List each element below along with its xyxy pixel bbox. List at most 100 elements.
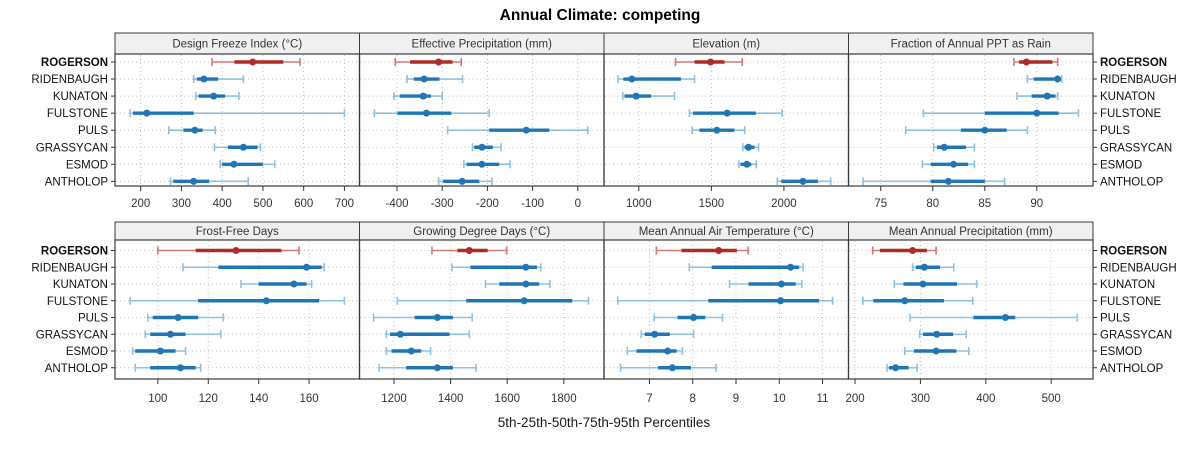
axis-tick-label: -300: [431, 198, 454, 210]
series-kunaton: [393, 92, 444, 101]
site-label-left: FULSTONE: [47, 108, 108, 120]
series-ridenbaugh: [406, 75, 464, 84]
series-rogerson: [157, 246, 300, 255]
series-puls: [653, 313, 724, 322]
median-dot: [230, 160, 238, 168]
median-dot: [200, 75, 208, 83]
site-label-left: RIDENBAUGH: [31, 74, 108, 86]
site-label-right: RIDENBAUGH: [1100, 74, 1177, 86]
median-dot: [166, 330, 174, 338]
series-rogerson: [655, 246, 749, 255]
axis-caption: 5th-25th-50th-75th-95th Percentiles: [497, 415, 711, 430]
series-rogerson: [211, 58, 301, 66]
series-rogerson: [394, 58, 462, 66]
series-esmod: [738, 160, 758, 169]
series-grassycan: [385, 330, 471, 339]
axis-tick-label: 80: [926, 198, 939, 210]
median-dot: [478, 160, 486, 168]
median-dot: [777, 280, 785, 288]
panel-border: [114, 53, 361, 187]
median-dot: [191, 126, 199, 134]
series-kunaton: [622, 92, 676, 101]
site-label-left: ROGERSON: [41, 57, 108, 69]
site-label-left: ANTHOLOP: [45, 176, 109, 188]
series-fulstone: [617, 296, 834, 305]
median-dot: [713, 126, 721, 134]
median-dot: [745, 143, 753, 151]
axis-tick-label: 100: [148, 393, 167, 405]
median-dot: [303, 263, 311, 271]
median-dot: [433, 364, 441, 372]
median-dot: [249, 58, 257, 66]
site-label-left: ANTHOLOP: [45, 363, 109, 375]
series-ridenbaugh: [451, 263, 542, 272]
series-antholop: [619, 363, 717, 372]
strip-title: Frost-Free Days: [196, 226, 279, 238]
site-label-right: ESMOD: [1100, 346, 1142, 358]
axis-tick-label: 700: [335, 198, 354, 210]
strip-title: Elevation (m): [692, 39, 760, 51]
series-puls: [691, 126, 746, 135]
series-esmod: [626, 347, 684, 355]
median-dot: [232, 247, 240, 254]
series-puls: [372, 313, 473, 322]
axis-tick-label: 500: [253, 198, 272, 210]
median-dot: [743, 160, 751, 168]
median-dot: [944, 177, 952, 185]
strip-title: Mean Annual Precipitation (mm): [889, 226, 1053, 238]
site-label-left: PULS: [78, 313, 108, 325]
series-antholop: [862, 177, 1006, 186]
median-dot: [909, 247, 917, 254]
site-label-right: ROGERSON: [1100, 246, 1167, 258]
median-dot: [787, 263, 795, 271]
chart-title: Annual Climate: competing: [499, 7, 701, 24]
axis-tick-label: -200: [476, 198, 499, 210]
site-label-right: ESMOD: [1100, 159, 1142, 171]
median-dot: [458, 177, 466, 185]
site-label-left: ESMOD: [66, 159, 108, 171]
median-dot: [143, 109, 151, 117]
series-grassycan: [144, 330, 222, 339]
panel-border: [847, 239, 1094, 380]
median-dot: [723, 109, 731, 117]
series-kunaton: [240, 280, 313, 288]
strip-title: Growing Degree Days (°C): [413, 226, 550, 238]
site-label-right: GRASSYCAN: [1100, 142, 1172, 154]
median-dot: [522, 263, 530, 271]
median-dot: [1043, 92, 1051, 100]
axis-tick-label: 2000: [771, 198, 797, 210]
series-kunaton: [484, 280, 551, 288]
series-kunaton: [1016, 92, 1059, 101]
median-dot: [465, 247, 473, 254]
axis-tick-label: 300: [911, 393, 930, 405]
site-label-right: RIDENBAUGH: [1100, 262, 1177, 274]
site-label-left: GRASSYCAN: [36, 329, 108, 341]
median-dot: [715, 247, 723, 254]
site-label-right: ANTHOLOP: [1100, 176, 1164, 188]
median-dot: [950, 160, 958, 168]
axis-tick-label: -400: [385, 198, 408, 210]
panel-border: [358, 239, 605, 380]
median-dot: [290, 280, 298, 288]
axis-tick-label: 1600: [494, 393, 520, 405]
series-ridenbaugh: [1026, 75, 1063, 84]
series-ridenbaugh: [911, 263, 955, 272]
median-dot: [920, 263, 928, 271]
median-dot: [1001, 314, 1009, 321]
median-dot: [396, 330, 404, 338]
panel-design-freeze-index-c-: Design Freeze Index (°C) 200 300 400 500 600 7…: [31, 32, 361, 210]
axis-tick-label: 140: [249, 393, 268, 405]
site-label-right: ANTHOLOP: [1100, 363, 1164, 375]
median-dot: [433, 314, 441, 321]
series-fulstone: [129, 296, 346, 305]
series-antholop: [378, 363, 477, 372]
median-dot: [777, 297, 785, 305]
axis-tick-label: 7: [646, 393, 652, 405]
median-dot: [174, 314, 182, 321]
panel-elevation-m-: Elevation (m) 1000 1500 2000: [603, 32, 850, 210]
median-dot: [690, 314, 698, 321]
site-label-left: ESMOD: [66, 346, 108, 358]
median-dot: [239, 143, 247, 151]
